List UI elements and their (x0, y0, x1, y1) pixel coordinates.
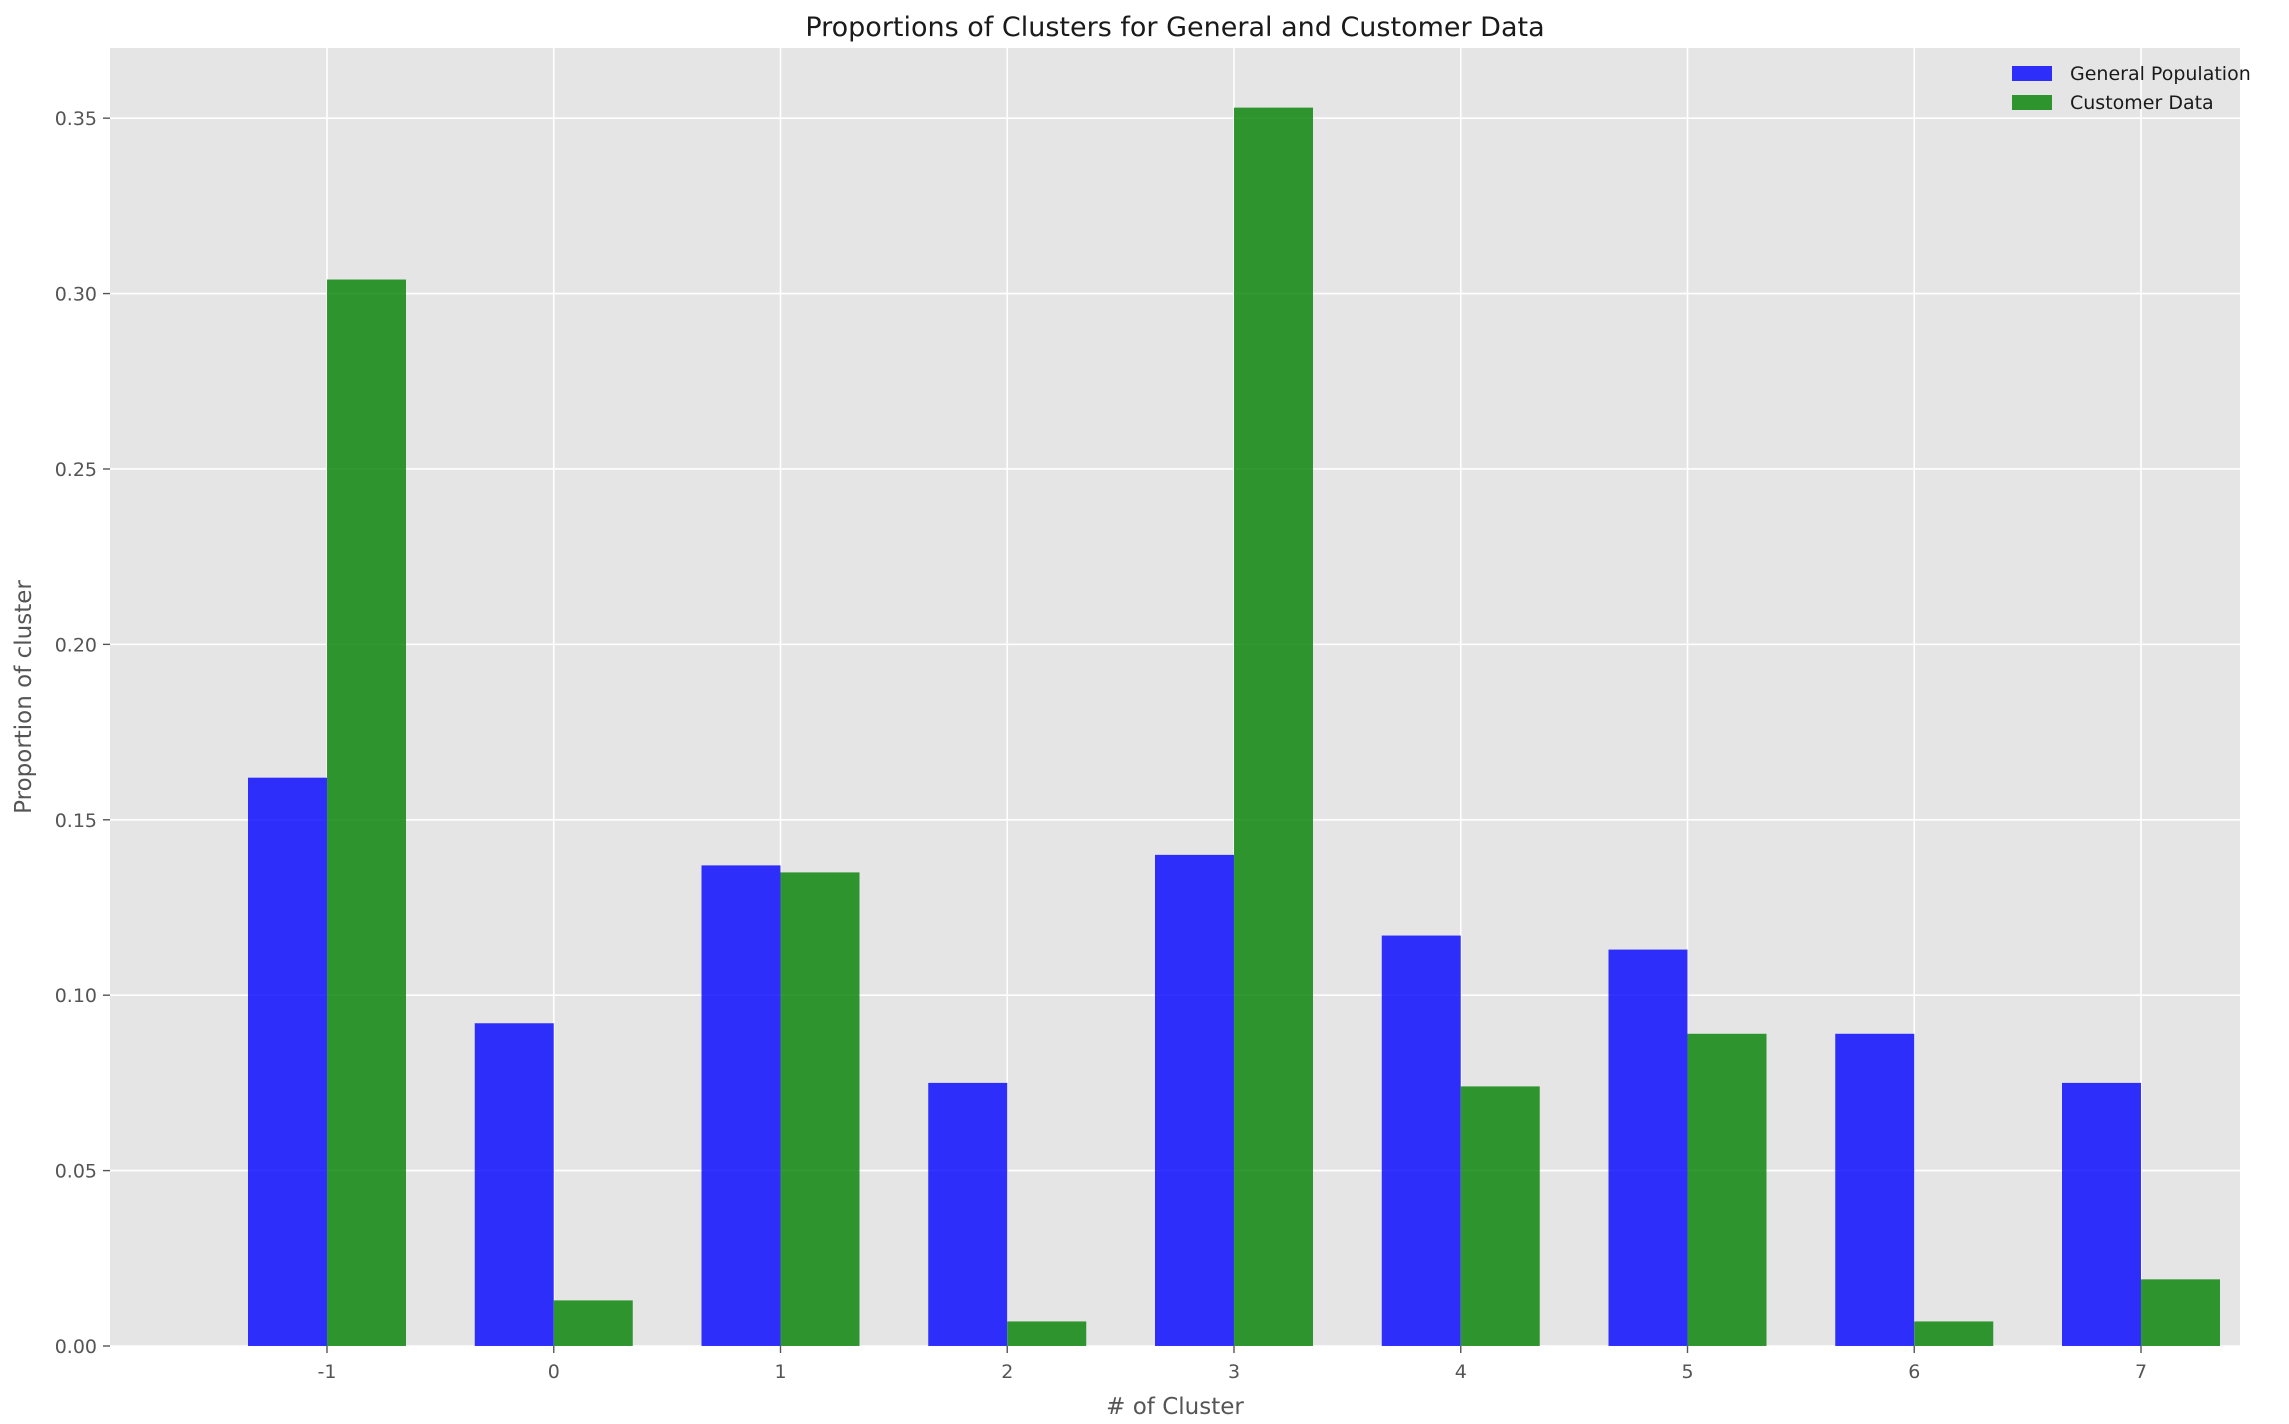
bar-general-population-cluster-3 (1155, 854, 1234, 1346)
legend-swatch-customer-data (2012, 95, 2052, 110)
x-tick-label: 5 (1681, 1361, 1693, 1383)
bar-customer-data-cluster-2 (1007, 1321, 1087, 1346)
x-tick-label: 3 (1228, 1361, 1240, 1383)
legend-swatch-general-population (2012, 66, 2052, 81)
bar-customer-data-cluster-4 (1460, 1086, 1540, 1346)
bar-general-population-cluster--1 (248, 777, 327, 1346)
x-axis-label: # of Cluster (1106, 1394, 1244, 1420)
bar-customer-data-cluster-0 (553, 1300, 633, 1346)
x-tick-label: 7 (2135, 1361, 2147, 1383)
chart-title: Proportions of Clusters for General and … (805, 12, 1544, 43)
y-tick-label: 0.10 (55, 985, 97, 1007)
bar-customer-data-cluster-7 (2141, 1279, 2220, 1346)
legend-label-customer-data: Customer Data (2070, 92, 2214, 114)
bar-general-population-cluster-1 (701, 865, 781, 1346)
y-tick-label: 0.20 (55, 634, 97, 656)
y-ticks: 0.00 0.05 0.10 0.15 0.20 0.25 0.30 0.35 (55, 108, 110, 1358)
x-tick-label: 1 (774, 1361, 786, 1383)
y-tick-label: 0.35 (55, 108, 97, 130)
bars (248, 107, 2220, 1347)
y-tick-label: 0.15 (55, 810, 97, 832)
bar-customer-data-cluster--1 (327, 279, 406, 1346)
x-tick-label: 2 (1001, 1361, 1013, 1383)
y-tick-label: 0.00 (55, 1336, 97, 1358)
x-tick-label: 6 (1908, 1361, 1920, 1383)
y-tick-label: 0.30 (55, 284, 97, 306)
bar-general-population-cluster-0 (474, 1023, 554, 1346)
bar-customer-data-cluster-1 (780, 872, 860, 1346)
legend: General Population Customer Data (2012, 63, 2251, 114)
bar-general-population-cluster-6 (1835, 1033, 1915, 1346)
legend-label-general-population: General Population (2070, 63, 2251, 85)
x-ticks: -1 0 1 2 3 4 5 6 7 (318, 1346, 2147, 1383)
bar-general-population-cluster-5 (1608, 949, 1688, 1346)
x-tick-label: -1 (318, 1361, 337, 1383)
bar-customer-data-cluster-5 (1687, 1033, 1767, 1346)
y-axis-label: Proportion of cluster (11, 580, 37, 814)
x-tick-label: 4 (1455, 1361, 1467, 1383)
bar-customer-data-cluster-3 (1234, 107, 1313, 1347)
y-tick-label: 0.25 (55, 459, 97, 481)
bar-general-population-cluster-4 (1381, 935, 1461, 1346)
x-tick-label: 0 (548, 1361, 560, 1383)
y-tick-label: 0.05 (55, 1161, 97, 1183)
bar-general-population-cluster-2 (928, 1082, 1008, 1346)
bar-general-population-cluster-7 (2062, 1082, 2141, 1346)
bar-customer-data-cluster-6 (1914, 1321, 1994, 1346)
